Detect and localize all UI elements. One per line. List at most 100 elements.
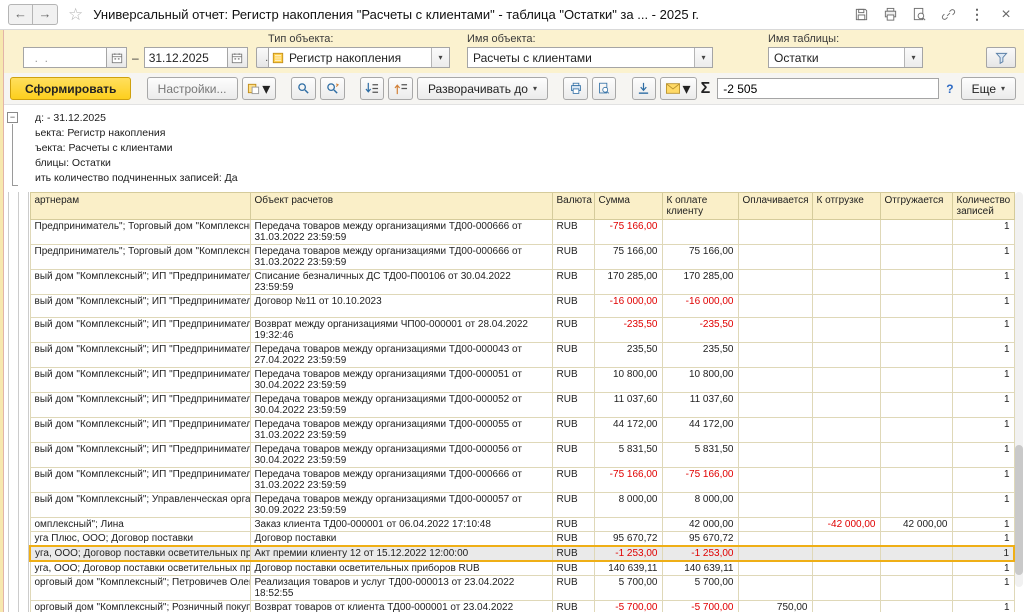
vertical-scrollbar-thumb[interactable] (1015, 445, 1023, 575)
table-row[interactable]: уга, ООО; Договор поставки осветительных… (29, 560, 1015, 576)
table-row[interactable]: вый дом "Комплексный"; ИП "Предпринимате… (29, 467, 1015, 493)
report-variants-button[interactable]: ▾ (241, 77, 277, 100)
help-button[interactable]: ? (946, 81, 954, 96)
cell-to-ship (811, 244, 881, 270)
table-row[interactable]: омплексный"; Лина Заказ клиента ТД00-000… (29, 517, 1015, 532)
forward-button[interactable]: → (33, 5, 57, 24)
generate-button[interactable]: Сформировать (10, 77, 132, 100)
cell-paying (737, 467, 813, 493)
titlebar-actions: ⋮ × (853, 5, 1014, 23)
calendar-button-to[interactable] (227, 47, 248, 68)
cell-object: Договор поставки (249, 531, 553, 547)
print-button[interactable] (563, 77, 588, 100)
table-row[interactable]: вый дом "Комплексный"; ИП "Предпринимате… (29, 294, 1015, 318)
forward-icon: → (38, 6, 52, 21)
favorite-star-icon[interactable]: ☆ (68, 5, 84, 24)
autosum-input[interactable] (717, 78, 940, 99)
cell-shipping (879, 492, 953, 518)
column-header-to-pay[interactable]: К оплате клиенту (661, 192, 739, 220)
send-email-button[interactable]: ▾ (660, 77, 697, 100)
cell-paying (737, 417, 813, 443)
cell-partner: вый дом "Комплексный"; ИП "Предпринимате… (29, 317, 251, 343)
column-header-record-count[interactable]: Количество записей (951, 192, 1015, 220)
cell-to-pay: -16 000,00 (661, 294, 739, 318)
cell-to-pay: 5 831,50 (661, 442, 739, 468)
column-header-partner[interactable]: артнерам (29, 192, 251, 220)
cell-sum: -16 000,00 (593, 294, 663, 318)
filter-button[interactable] (986, 47, 1016, 68)
calendar-button-from[interactable] (107, 47, 127, 68)
export-button[interactable] (631, 77, 657, 100)
link-icon[interactable] (940, 7, 956, 23)
cell-record-count: 1 (951, 219, 1015, 245)
expand-levels-icon (365, 82, 379, 93)
column-header-shipping[interactable]: Отгружается (879, 192, 953, 220)
close-icon[interactable]: × (1001, 5, 1011, 23)
expand-levels-button[interactable] (359, 77, 385, 100)
table-row[interactable]: уга, ООО; Договор поставки осветительных… (29, 545, 1015, 562)
cell-shipping (879, 560, 953, 576)
cell-record-count: 1 (951, 269, 1015, 295)
cell-currency: RUB (551, 417, 595, 443)
save-icon[interactable] (853, 7, 869, 23)
table-row[interactable]: орговый дом "Комплексный"; Розничный пок… (29, 600, 1015, 612)
cell-partner: орговый дом "Комплексный"; Розничный пок… (29, 600, 251, 612)
cell-partner: Предприниматель"; Торговый дом "Комплекс… (29, 219, 251, 245)
calendar-icon (232, 52, 243, 63)
column-header-currency[interactable]: Валюта (551, 192, 595, 220)
table-row[interactable]: вый дом "Комплексный"; ИП "Предпринимате… (29, 392, 1015, 418)
cell-currency: RUB (551, 442, 595, 468)
print-icon[interactable] (882, 7, 898, 23)
cell-currency: RUB (551, 531, 595, 547)
repeat-search-button[interactable] (319, 77, 345, 100)
cell-sum: -75 166,00 (593, 219, 663, 245)
more-button[interactable]: Еще ▾ (960, 77, 1017, 100)
cell-to-ship (811, 531, 881, 547)
table-row[interactable]: вый дом "Комплексный"; ИП "Предпринимате… (29, 269, 1015, 295)
column-header-sum[interactable]: Сумма (593, 192, 663, 220)
report-header-line: ъекта: Расчеты с клиентами (35, 142, 173, 154)
table-row[interactable]: уга Плюс, ООО; Договор поставки Договор … (29, 531, 1015, 547)
table-row[interactable]: вый дом "Комплексный"; ИП "Предпринимате… (29, 417, 1015, 443)
title-bar: ← → ☆ Универсальный отчет: Регистр накоп… (0, 0, 1024, 30)
object-name-combo[interactable]: Расчеты с клиентами ▾ (467, 47, 713, 68)
cell-to-ship (811, 392, 881, 418)
cell-to-pay: 75 166,00 (661, 244, 739, 270)
cell-to-ship (811, 600, 881, 612)
settings-button[interactable]: Настройки... (146, 77, 238, 100)
period-to-input[interactable] (143, 47, 228, 68)
table-row[interactable]: вый дом "Комплексный"; Управленческая ор… (29, 492, 1015, 518)
period-dash: – (132, 50, 139, 65)
more-menu-icon[interactable]: ⋮ (970, 6, 984, 22)
vertical-scrollbar[interactable] (1015, 192, 1023, 587)
table-row[interactable]: Предприниматель"; Торговый дом "Комплекс… (29, 219, 1015, 245)
table-row[interactable]: вый дом "Комплексный"; ИП "Предпринимате… (29, 317, 1015, 343)
chevron-down-icon[interactable]: ▾ (904, 48, 922, 67)
period-from-input[interactable] (23, 47, 107, 68)
chevron-down-icon[interactable]: ▾ (694, 48, 712, 67)
expand-to-button[interactable]: Разворачивать до ▾ (416, 77, 548, 100)
cell-to-pay: 235,50 (661, 342, 739, 368)
export-download-icon (639, 82, 649, 94)
chevron-down-icon[interactable]: ▾ (431, 48, 449, 67)
object-type-combo[interactable]: Регистр накопления ▾ (268, 47, 450, 68)
table-row[interactable]: орговый дом "Комплексный"; Петровичев Ол… (29, 575, 1015, 601)
table-row[interactable]: Предприниматель"; Торговый дом "Комплекс… (29, 244, 1015, 270)
collapse-levels-button[interactable] (388, 77, 413, 100)
column-header-paying[interactable]: Оплачивается (737, 192, 813, 220)
cell-partner: вый дом "Комплексный"; ИП "Предпринимате… (29, 294, 251, 318)
table-name-combo[interactable]: Остатки ▾ (768, 47, 923, 68)
search-button[interactable] (291, 77, 316, 100)
table-row[interactable]: вый дом "Комплексный"; ИП "Предпринимате… (29, 367, 1015, 393)
cell-currency: RUB (551, 575, 595, 601)
table-row[interactable]: вый дом "Комплексный"; ИП "Предпринимате… (29, 442, 1015, 468)
column-header-object[interactable]: Объект расчетов (249, 192, 553, 220)
preview-button[interactable] (591, 77, 617, 100)
cell-object: Передача товаров между организациями ТД0… (249, 342, 553, 368)
back-button[interactable]: ← (9, 5, 33, 24)
table-row[interactable]: вый дом "Комплексный"; ИП "Предпринимате… (29, 342, 1015, 368)
column-header-to-ship[interactable]: К отгрузке (811, 192, 881, 220)
cell-object: Передача товаров между организациями ТД0… (249, 392, 553, 418)
collapse-group-button[interactable]: − (7, 112, 18, 123)
print-preview-icon[interactable] (911, 7, 927, 23)
